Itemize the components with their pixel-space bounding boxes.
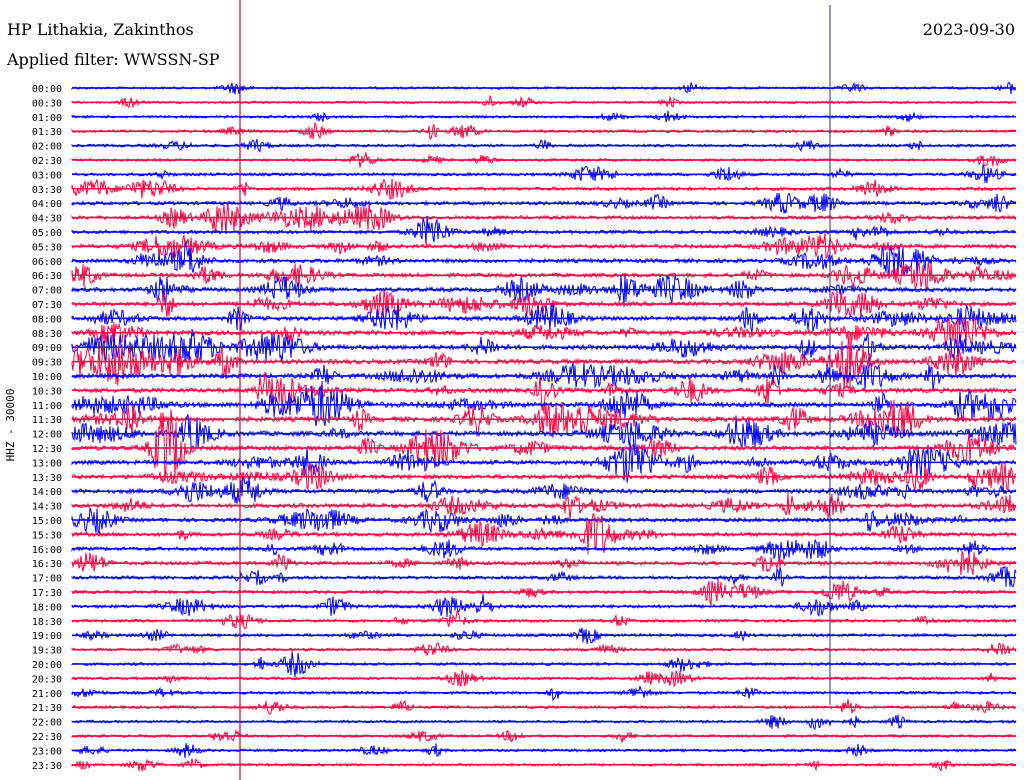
row-label: 13:30 [32, 473, 62, 484]
trace-line [71, 163, 1017, 184]
row-label: 18:30 [32, 617, 62, 628]
row-label: 22:30 [32, 732, 62, 743]
row-label: 01:00 [32, 113, 62, 124]
row-label: 00:00 [32, 84, 62, 95]
row-label: 19:30 [32, 646, 62, 657]
row-label: 00:30 [32, 98, 62, 109]
row-label: 09:30 [32, 358, 62, 369]
row-label: 02:00 [32, 142, 62, 153]
trace-line [71, 362, 1017, 392]
row-label: 17:30 [32, 588, 62, 599]
trace-line [71, 289, 1017, 319]
trace-line [71, 565, 1017, 588]
row-label-group: 00:00 00:30 01:00 01:30 02:00 02:30 03:00 03:30… [32, 84, 62, 772]
row-label: 04:00 [32, 199, 62, 210]
row-label: 13:00 [32, 458, 62, 469]
row-label: 03:30 [32, 185, 62, 196]
row-label: 12:00 [32, 430, 62, 441]
row-label: 08:00 [32, 314, 62, 325]
row-label: 06:00 [32, 257, 62, 268]
trace-line [71, 476, 1017, 504]
row-label: 21:00 [32, 689, 62, 700]
row-label: 12:30 [32, 444, 62, 455]
row-label: 10:30 [32, 386, 62, 397]
filter-label: Applied filter: WWSSN-SP [7, 50, 220, 69]
row-label: 14:00 [32, 487, 62, 498]
row-label: 16:30 [32, 559, 62, 570]
date-label: 2023-09-30 [922, 20, 1015, 39]
trace-line [71, 594, 1017, 617]
row-label: 21:30 [32, 703, 62, 714]
row-label: 19:00 [32, 631, 62, 642]
row-label: 07:00 [32, 286, 62, 297]
row-label: 09:00 [32, 343, 62, 354]
row-label: 14:30 [32, 502, 62, 513]
row-label: 11:30 [32, 415, 62, 426]
trace-line [71, 539, 1017, 561]
row-label: 18:00 [32, 602, 62, 613]
row-label: 20:30 [32, 674, 62, 685]
row-label: 04:30 [32, 214, 62, 225]
row-label: 15:00 [32, 516, 62, 527]
row-label: 05:30 [32, 242, 62, 253]
row-label: 08:30 [32, 329, 62, 340]
row-label: 17:00 [32, 574, 62, 585]
row-label: 11:00 [32, 401, 62, 412]
row-label: 23:30 [32, 761, 62, 772]
row-label: 07:30 [32, 300, 62, 311]
row-label: 15:30 [32, 530, 62, 541]
row-label: 01:30 [32, 127, 62, 138]
row-label: 10:00 [32, 372, 62, 383]
row-label: 03:00 [32, 170, 62, 181]
row-label: 20:00 [32, 660, 62, 671]
trace-group [71, 81, 1017, 772]
row-label: 02:30 [32, 156, 62, 167]
row-label: 22:00 [32, 718, 62, 729]
row-label: 16:00 [32, 545, 62, 556]
row-label: 05:00 [32, 228, 62, 239]
station-title: HP Lithakia, Zakinthos [7, 20, 194, 39]
row-label: 06:30 [32, 271, 62, 282]
trace-line [71, 610, 1017, 629]
y-axis-label: HHZ - 30000 [4, 389, 17, 462]
row-label: 23:00 [32, 746, 62, 757]
